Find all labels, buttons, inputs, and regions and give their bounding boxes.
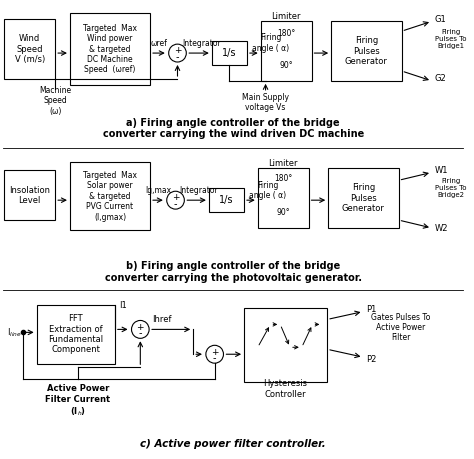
Text: 180°: 180° (274, 174, 292, 183)
Text: Firing
Pulses To
Bridge2: Firing Pulses To Bridge2 (435, 178, 466, 198)
Bar (258, 168, 309, 228)
Text: -: - (174, 199, 177, 209)
Circle shape (167, 191, 184, 209)
Circle shape (206, 345, 223, 363)
Text: 1/s: 1/s (219, 195, 234, 205)
Bar (212, 41, 247, 65)
Bar (328, 168, 399, 228)
Bar (331, 21, 401, 81)
Text: -: - (213, 353, 217, 363)
Text: Firing
angle ( α): Firing angle ( α) (252, 34, 289, 53)
Text: Wind
Speed
V (m/s): Wind Speed V (m/s) (15, 34, 45, 64)
Text: P1: P1 (366, 305, 377, 314)
Text: +: + (211, 347, 219, 357)
Text: W1: W1 (435, 166, 448, 175)
Text: W2: W2 (435, 224, 448, 233)
Text: Gates Pulses To
Active Power
Filter: Gates Pulses To Active Power Filter (371, 313, 430, 342)
Text: 90°: 90° (276, 207, 290, 217)
Text: G1: G1 (435, 15, 447, 24)
Bar (261, 21, 311, 81)
Text: ωref: ωref (150, 39, 167, 48)
Text: Firing
angle ( α): Firing angle ( α) (249, 180, 286, 200)
Text: Active Power
Filter Current
(I$_h$): Active Power Filter Current (I$_h$) (45, 384, 110, 418)
Text: 1/s: 1/s (222, 48, 237, 58)
Circle shape (169, 44, 186, 62)
Text: Insolation
Level: Insolation Level (9, 185, 50, 205)
Text: Firing
Pulses
Generator: Firing Pulses Generator (342, 183, 385, 213)
Bar (4, 170, 55, 220)
Text: FFT
Extraction of
Fundamental
Component: FFT Extraction of Fundamental Component (48, 314, 103, 354)
Bar (244, 308, 327, 382)
Bar (70, 162, 150, 230)
Text: I1: I1 (119, 301, 127, 310)
Text: Ig,max: Ig,max (145, 186, 171, 195)
Text: Integrator: Integrator (180, 186, 219, 195)
Text: -: - (138, 329, 142, 338)
Text: Ihref: Ihref (152, 315, 172, 324)
Text: P2: P2 (366, 355, 377, 364)
Text: Hysteresis
Controller: Hysteresis Controller (263, 379, 307, 399)
Text: -: - (176, 52, 179, 62)
Circle shape (131, 320, 149, 338)
Text: G2: G2 (435, 74, 447, 84)
Text: Integrator: Integrator (182, 39, 221, 48)
Text: 90°: 90° (279, 62, 293, 71)
Text: Machine
Speed
(ω): Machine Speed (ω) (39, 86, 71, 116)
Text: +: + (174, 46, 181, 56)
Text: 180°: 180° (277, 29, 295, 38)
Bar (70, 13, 150, 85)
Text: +: + (172, 193, 179, 202)
Text: +: + (137, 323, 144, 332)
Text: Targeted  Max
Solar power
& targeted
PVG Current
(I,gmax): Targeted Max Solar power & targeted PVG … (83, 171, 137, 222)
Text: b) Firing angle controller of the bridge
converter carrying the photovoltaic gen: b) Firing angle controller of the bridge… (105, 261, 362, 283)
Bar (4, 19, 55, 79)
Text: I$_{line}$: I$_{line}$ (7, 326, 22, 339)
Text: Firing
Pulses
Generator: Firing Pulses Generator (345, 36, 388, 66)
Bar (36, 304, 115, 364)
Text: c) Active power filter controller.: c) Active power filter controller. (140, 439, 326, 449)
Text: Targeted  Max
Wind power
& targeted
DC Machine
Speed  (ωref): Targeted Max Wind power & targeted DC Ma… (83, 24, 137, 74)
Text: Limiter: Limiter (268, 159, 298, 168)
Text: Firing
Pulses To
Bridge1: Firing Pulses To Bridge1 (435, 29, 466, 49)
Text: Main Supply
voltage Vs: Main Supply voltage Vs (242, 93, 289, 112)
Bar (209, 188, 244, 212)
Text: a) Firing angle controller of the bridge
converter carrying the wind driven DC m: a) Firing angle controller of the bridge… (103, 118, 364, 140)
Text: Limiter: Limiter (271, 12, 301, 21)
